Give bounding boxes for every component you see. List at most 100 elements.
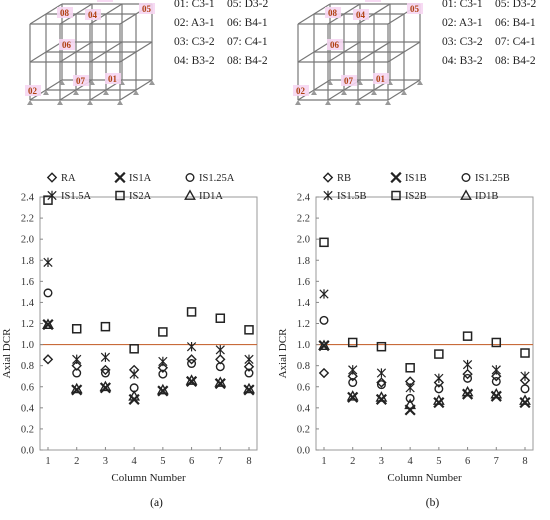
data-point (215, 362, 225, 372)
member-legend-item: 02: A3-1 (174, 17, 215, 29)
frame-beam (357, 41, 391, 63)
series-IS2A (43, 195, 254, 354)
data-point (462, 331, 473, 341)
support-icon (295, 100, 301, 105)
member-legend-item: 02: A3-1 (442, 17, 483, 29)
data-point (462, 359, 473, 370)
x-tick-label: 5 (436, 456, 441, 467)
legend-label: IS1B (405, 173, 427, 184)
member-tag-bg (105, 73, 121, 84)
legend: RB IS1B IS1.25B IS1.5B IS2B ID1B (322, 171, 510, 202)
support-icon (401, 90, 407, 95)
y-tick-label: 2.4 (297, 193, 311, 204)
legend-marker (323, 190, 333, 201)
x-tick-label: 6 (465, 456, 470, 467)
x-tick-label: 4 (132, 456, 138, 467)
support-icon (357, 80, 363, 85)
frame-beam (327, 3, 361, 25)
legend-label: IS1.25A (199, 173, 235, 184)
data-point (405, 363, 415, 373)
support-icon (87, 100, 93, 105)
data-point (348, 365, 358, 375)
data-point (42, 318, 54, 329)
member-tag-03: 03 (100, 0, 110, 2)
support-icon (27, 100, 33, 105)
data-point (347, 337, 358, 348)
support-icon (57, 100, 63, 105)
data-point (156, 383, 169, 395)
member-tag-06: 06 (62, 40, 72, 50)
y-tick-label: 1.6 (297, 277, 310, 288)
frame-beam (327, 41, 361, 63)
support-icon (371, 90, 377, 95)
legend-label: ID1A (199, 191, 223, 202)
x-tick-label: 2 (350, 456, 355, 467)
data-point (185, 374, 198, 385)
chart-panel-b: 0.0 0.2 0.4 0.6 0.8 1.0 1.2 1.4 1.6 1.8 2.0 2.2 2.4 1… (277, 171, 534, 509)
data-point (215, 313, 226, 323)
data-point (520, 348, 530, 358)
member-legend-item: 06: B4-1 (227, 17, 268, 29)
y-tick-label: 0.2 (21, 424, 34, 435)
support-icon (385, 100, 391, 105)
legend-marker (115, 190, 125, 201)
legend-marker (460, 189, 472, 200)
data-point (157, 362, 169, 373)
data-point (100, 321, 111, 332)
data-point (376, 368, 387, 378)
support-icon (327, 80, 333, 85)
data-point (491, 376, 501, 386)
y-tick-label: 0.6 (21, 382, 34, 393)
member-tag-01: 01 (376, 74, 386, 84)
legend-label: RA (61, 173, 76, 184)
x-tick-label: 4 (408, 456, 414, 467)
data-point (129, 369, 139, 379)
data-point (405, 393, 415, 403)
data-point (491, 337, 502, 348)
data-point (99, 380, 112, 392)
data-point (158, 369, 168, 379)
legend-label: IS1.25B (475, 173, 510, 184)
support-icon (117, 100, 123, 105)
series-IS1.5A (43, 257, 254, 379)
data-point (70, 382, 83, 394)
y-axis-label: Axial DCR (1, 328, 13, 378)
data-point (461, 385, 474, 397)
legend-marker (461, 172, 471, 182)
member-tag-bg (25, 85, 41, 96)
data-point (376, 380, 386, 390)
data-point (186, 341, 197, 352)
data-point (520, 384, 530, 394)
y-tick-label: 2.4 (21, 193, 35, 204)
member-tag-bg (293, 85, 309, 96)
member-tag-bg (73, 75, 89, 86)
member-tag-bg (57, 7, 73, 18)
data-point (71, 324, 82, 334)
data-point (158, 356, 168, 367)
plot-area (39, 196, 258, 451)
legend-label: ID1B (475, 191, 498, 202)
data-point (215, 345, 225, 355)
member-tag-07: 07 (76, 76, 86, 86)
x-tick-label: 3 (379, 456, 384, 467)
data-point (348, 378, 358, 388)
member-legend-item: 04: B3-2 (174, 55, 215, 67)
support-icon (59, 80, 65, 85)
frame-beam (59, 3, 93, 25)
support-icon (417, 80, 423, 85)
frame-beam (387, 41, 421, 63)
x-tick-label: 8 (522, 456, 527, 467)
member-legend-item: 08: B4-2 (227, 55, 268, 67)
data-point (375, 391, 388, 402)
support-icon (103, 90, 109, 95)
x-tick-label: 2 (74, 456, 79, 467)
member-tag-bg (325, 7, 341, 18)
data-point (243, 382, 255, 394)
data-point (186, 354, 197, 365)
frame-diagram-b: 01 02 03 04 05 06 07 08 (293, 0, 423, 105)
member-legend-a: 01: C3-1 05: D3-2 02: A3-1 06: B4-1 03: C3-2… (174, 0, 268, 67)
support-icon (133, 90, 139, 95)
x-tick-label: 7 (494, 456, 499, 467)
data-point (432, 394, 445, 405)
